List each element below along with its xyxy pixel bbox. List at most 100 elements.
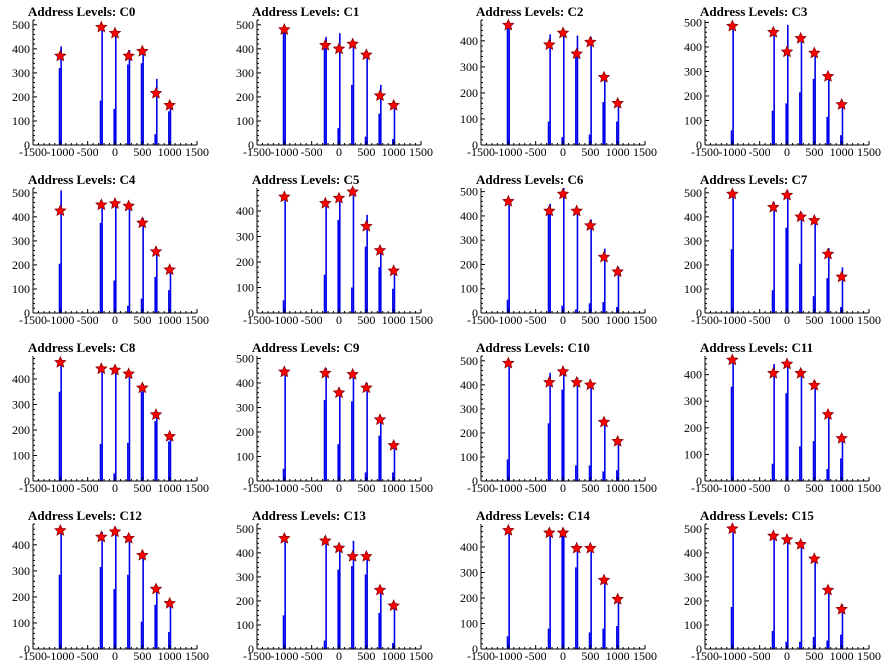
x-tick-label: 1000 xyxy=(606,145,630,159)
star-marker xyxy=(54,204,67,217)
star-marker xyxy=(360,48,373,61)
star-marker xyxy=(360,219,373,232)
x-tick-label: 1500 xyxy=(857,313,881,327)
x-tick-label: 0 xyxy=(560,145,566,159)
y-tick-label: 200 xyxy=(460,426,478,440)
y-tick-label: 100 xyxy=(684,282,702,296)
star-marker xyxy=(794,366,807,379)
star-marker xyxy=(821,583,835,596)
star-marker xyxy=(794,31,807,44)
star-marker xyxy=(319,366,332,379)
chart-svg: -1500 -1000 -500 0 500 1000 1500 0 100 200 300 400 xyxy=(460,523,657,663)
star-marker xyxy=(543,375,556,388)
star-marker xyxy=(54,355,67,368)
y-tick-label: 0 xyxy=(696,474,702,488)
star-marker xyxy=(149,582,163,595)
star-marker xyxy=(332,191,346,204)
star-marker xyxy=(346,37,359,50)
y-tick-label: 0 xyxy=(472,642,478,656)
x-tick-label: 0 xyxy=(112,649,118,663)
star-marker xyxy=(821,69,835,82)
chart-panel: -1500 -1000 -500 0 500 1000 1500 0 100 200 300 400 5… xyxy=(224,336,448,504)
star-marker xyxy=(387,98,400,111)
chart-panel: -1500 -1000 -500 0 500 1000 1500 0 100 200 300 400 5… xyxy=(0,168,224,336)
x-tick-label: 0 xyxy=(112,145,118,159)
star-marker xyxy=(95,198,108,211)
star-marker xyxy=(122,199,135,212)
y-tick-label: 200 xyxy=(236,594,254,608)
chart-panel: -1500 -1000 -500 0 500 1000 1500 0 100 200 300 400 A… xyxy=(0,336,224,504)
x-tick-label: 1000 xyxy=(830,481,854,495)
star-marker xyxy=(570,541,583,554)
y-tick-label: 100 xyxy=(460,616,478,630)
x-tick-label: 0 xyxy=(784,481,790,495)
chart-title: Address Levels: C9 xyxy=(252,340,360,355)
x-tick-label: 0 xyxy=(560,649,566,663)
x-tick-label: -1000 xyxy=(46,145,74,159)
y-tick-label: 300 xyxy=(460,565,478,579)
x-tick-label: -1500 xyxy=(691,481,719,495)
x-tick-label: -1500 xyxy=(467,313,495,327)
chart-title: Address Levels: C1 xyxy=(252,4,360,19)
y-tick-label: 200 xyxy=(684,89,702,103)
star-marker xyxy=(570,204,583,217)
x-tick-label: -500 xyxy=(749,313,771,327)
y-tick-label: 500 xyxy=(12,186,30,200)
x-tick-label: 500 xyxy=(357,649,375,663)
star-marker xyxy=(767,25,780,38)
star-marker xyxy=(163,98,176,111)
star-marker xyxy=(360,381,373,394)
star-marker xyxy=(611,434,624,447)
star-marker xyxy=(767,200,780,213)
x-tick-label: 1000 xyxy=(158,649,182,663)
y-tick-label: 200 xyxy=(236,255,254,269)
star-marker xyxy=(387,599,400,612)
y-tick-label: 400 xyxy=(236,546,254,560)
star-marker xyxy=(149,245,163,258)
star-marker xyxy=(835,431,848,444)
x-tick-label: -1500 xyxy=(243,649,271,663)
x-tick-label: -500 xyxy=(77,313,99,327)
star-marker xyxy=(584,378,597,391)
y-tick-label: 400 xyxy=(684,40,702,54)
star-marker xyxy=(597,415,611,428)
y-tick-label: 300 xyxy=(236,66,254,80)
x-tick-label: -1000 xyxy=(270,313,298,327)
y-tick-label: 0 xyxy=(472,306,478,320)
x-tick-label: -1000 xyxy=(46,313,74,327)
x-tick-label: -1500 xyxy=(19,649,47,663)
y-tick-label: 200 xyxy=(12,423,30,437)
y-tick-label: 100 xyxy=(236,449,254,463)
star-marker xyxy=(767,366,780,379)
chart-title: Address Levels: C8 xyxy=(28,340,136,355)
y-tick-label: 0 xyxy=(472,138,478,152)
y-tick-label: 500 xyxy=(236,351,254,365)
y-tick-label: 300 xyxy=(12,564,30,578)
star-marker xyxy=(122,49,135,62)
x-tick-label: -1500 xyxy=(467,145,495,159)
y-tick-label: 200 xyxy=(684,258,702,272)
chart-svg: -1500 -1000 -500 0 500 1000 1500 0 100 200 300 400 5… xyxy=(12,186,209,327)
chart-panel: -1500 -1000 -500 0 500 1000 1500 0 100 200 300 400 5… xyxy=(672,168,896,336)
star-marker xyxy=(163,596,176,609)
star-marker xyxy=(387,264,400,277)
chart-svg: -1500 -1000 -500 0 500 1000 1500 0 100 200 300 400 5… xyxy=(236,18,433,159)
x-tick-label: 0 xyxy=(112,481,118,495)
y-tick-label: 300 xyxy=(12,234,30,248)
x-tick-label: -1000 xyxy=(494,313,522,327)
chart-title: Address Levels: C4 xyxy=(28,172,136,187)
star-marker xyxy=(319,534,332,547)
star-marker xyxy=(556,26,570,39)
x-tick-label: 1000 xyxy=(382,649,406,663)
y-tick-label: 400 xyxy=(460,34,478,48)
x-tick-label: 0 xyxy=(336,481,342,495)
y-tick-label: 0 xyxy=(24,474,30,488)
y-tick-label: 400 xyxy=(12,372,30,386)
chart-panel: -1500 -1000 -500 0 500 1000 1500 0 100 200 300 400 A… xyxy=(448,504,672,672)
star-marker xyxy=(808,46,821,59)
x-tick-label: 1500 xyxy=(185,481,209,495)
star-marker xyxy=(502,18,515,31)
star-marker xyxy=(387,438,400,451)
star-marker xyxy=(597,70,611,83)
y-tick-label: 100 xyxy=(684,618,702,632)
